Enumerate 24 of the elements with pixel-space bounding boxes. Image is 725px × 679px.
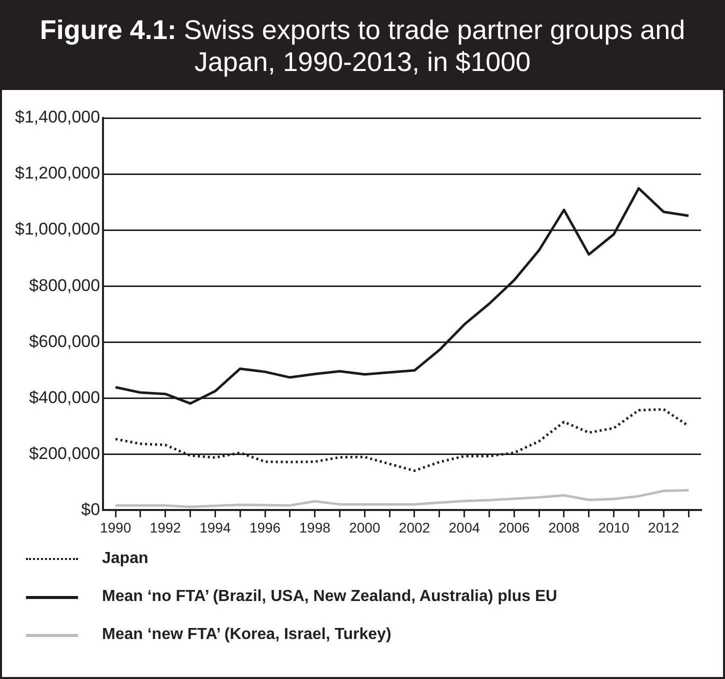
y-tick-label: $0 (81, 500, 100, 519)
y-tick-label: $400,000 (29, 388, 100, 407)
y-tick-label: $200,000 (29, 444, 100, 463)
y-tick-label: $1,200,000 (14, 164, 100, 183)
x-tick-label: 2006 (498, 519, 530, 536)
y-tick-label: $800,000 (29, 276, 100, 295)
x-tick-label: 2000 (349, 519, 380, 536)
y-tick-label: $600,000 (29, 332, 100, 351)
x-tick-label: 1990 (100, 519, 132, 536)
chart-title: Figure 4.1: Swiss exports to trade partner groups and Japan, 1990-2013, in $1000 (2, 2, 723, 90)
x-tick-label: 1994 (200, 519, 231, 536)
x-tick-label: 2012 (648, 519, 680, 536)
legend-label: Mean ‘new FTA’ (Korea, Israel, Turkey) (102, 626, 392, 644)
x-tick-label: 2008 (548, 519, 580, 536)
x-tick-label: 1998 (299, 519, 331, 536)
x-tick-label: 2010 (598, 519, 630, 536)
x-tick-label: 1992 (150, 519, 182, 536)
x-tick-label: 2002 (398, 519, 430, 536)
y-tick-label: $1,400,000 (14, 108, 100, 127)
legend-label: Mean ‘no FTA’ (Brazil, USA, New Zealand, Australia) plus EU (102, 588, 558, 606)
x-tick-label: 2004 (448, 519, 480, 536)
y-tick-label: $1,000,000 (14, 220, 100, 239)
legend-label: Japan (102, 550, 148, 568)
x-tick-label: 1996 (249, 519, 281, 536)
